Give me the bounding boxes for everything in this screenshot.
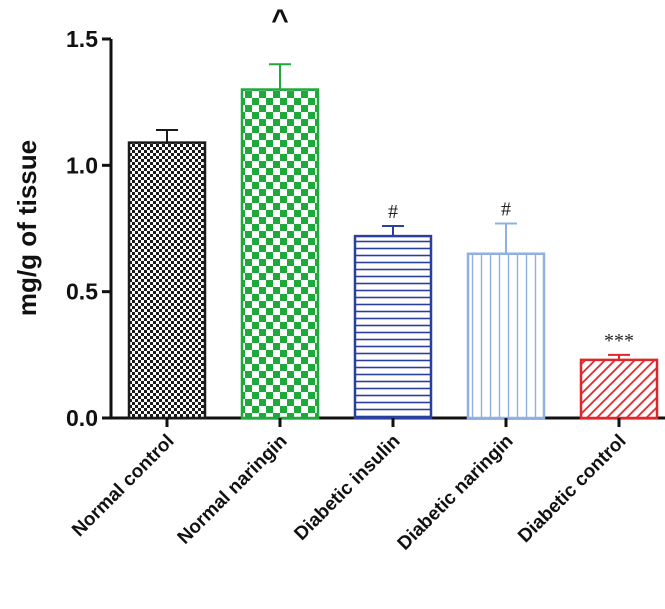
bar — [240, 88, 320, 420]
y-tick-label: 1.5 — [66, 26, 98, 52]
x-tick-label: Diabetic control — [514, 431, 630, 547]
significance-label: *** — [604, 330, 634, 352]
bars: ^ # # *** — [127, 4, 659, 420]
y-tick-label: 1.0 — [66, 152, 98, 178]
bar — [466, 252, 546, 420]
bar — [353, 234, 433, 420]
x-tick-label: Normal naringin — [174, 431, 292, 549]
bar — [127, 141, 207, 420]
x-tick-label: Normal control — [68, 431, 178, 541]
y-tick-label: 0.5 — [66, 279, 98, 305]
x-tick-label: Diabetic insulin — [290, 431, 404, 545]
significance-label: # — [388, 201, 398, 223]
y-tick-label: 0.0 — [66, 405, 98, 431]
significance-label: ^ — [271, 4, 289, 37]
y-axis-label: mg/g of tissue — [12, 140, 42, 316]
x-tick-label: Diabetic naringin — [394, 431, 518, 555]
y-ticks: 0.0 0.5 1.0 1.5 — [66, 26, 111, 431]
bar — [579, 358, 659, 420]
significance-label: # — [501, 198, 511, 220]
